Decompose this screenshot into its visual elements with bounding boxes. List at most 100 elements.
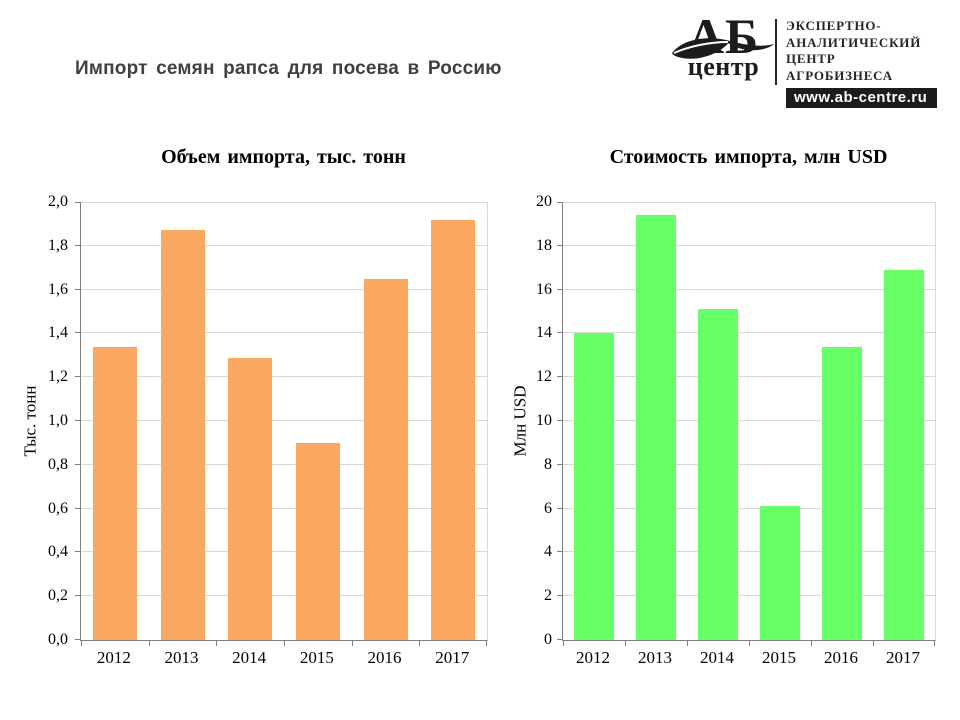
x-axis-labels: 2012 2013 2014 2015 2016 2017 [562,648,934,668]
y-tick-mark [557,288,563,290]
bar [759,506,801,640]
y-tick-label: 0,6 [48,499,68,517]
y-tick-mark [557,639,563,640]
gridline [81,507,487,509]
y-tick-mark [75,551,81,553]
y-tick-mark [557,244,563,246]
bar [635,215,677,640]
org-line: ЭКСПЕРТНО- [786,18,882,33]
y-tick-label: 1,8 [48,236,68,254]
x-tick-label: 2016 [824,648,858,667]
gridline [563,595,935,597]
y-tick-label: 12 [536,368,552,386]
bar [821,346,863,640]
bar-slot [216,202,284,640]
x-tick-label: 2012 [576,648,610,667]
gridline [81,288,487,290]
y-tick-label: 2,0 [48,193,68,210]
gridline [81,420,487,421]
y-tick-label: 1,0 [48,412,68,429]
ab-centre-logo: АБ центр ЭКСПЕРТНО- АНАЛИТИЧЕСКИЙ ЦЕНТР … [672,11,938,110]
org-line: АНАЛИТИЧЕСКИЙ [786,34,922,50]
leaf-icon [672,38,774,59]
gridline [81,376,487,378]
bar [883,269,925,640]
x-tick-label: 2014 [232,648,267,667]
y-tick-label: 0,8 [48,455,68,473]
website-text: www.ab-centre.ru [786,88,938,108]
y-tick-label: 6 [544,499,552,517]
y-axis-ticks: 0,0 0,2 0,4 0,6 0,8 1,0 1,2 1,4 1,6 1,8 2,0 [20,194,68,648]
y-tick-mark [75,639,81,640]
x-tick-mark [686,640,688,646]
y-tick-label: 0,2 [48,587,68,605]
bar [160,230,205,640]
y-tick-label: 2 [544,587,552,605]
bar-slot [749,202,811,640]
y-tick-mark [557,332,563,334]
x-axis-labels: 2012 2013 2014 2015 2016 2017 [80,648,486,668]
y-tick-mark [75,507,81,509]
gridline [563,202,935,203]
gridline [81,202,487,203]
x-tick-label: 2014 [700,648,734,667]
bar-slot [352,202,420,640]
y-tick-mark [557,376,563,378]
y-tick-label: 14 [536,324,552,342]
y-tick-mark [75,288,81,290]
y-tick-mark [75,595,81,597]
gridline [563,376,935,378]
x-tick-label: 2012 [96,648,131,667]
y-tick-mark [75,376,81,378]
x-tick-label: 2017 [886,648,920,667]
gridline [81,332,487,334]
gridline [81,463,487,465]
gridline [563,551,935,553]
bar-slot [149,202,217,640]
y-axis-ticks: 0 2 4 6 8 10 12 14 16 18 20 [500,194,552,648]
logo-text-block: ЭКСПЕРТНО- АНАЛИТИЧЕСКИЙ ЦЕНТР АГРОБИЗНЕ… [777,13,938,110]
bar [92,346,137,640]
x-tick-mark [216,640,218,646]
x-tick-mark [284,640,285,646]
x-tick-label: 2013 [638,648,672,667]
y-tick-label: 4 [544,543,552,561]
y-tick-label: 10 [536,412,552,429]
x-tick-mark [873,640,874,646]
x-tick-mark [81,640,82,646]
gridline [563,420,935,421]
y-tick-mark [557,202,563,203]
y-tick-mark [75,420,81,421]
gridline [81,244,487,246]
bar-slot [687,202,749,640]
y-tick-label: 0 [544,631,552,648]
x-tick-mark [148,640,150,646]
chart-title: Стоимость импорта, млн USD [609,146,888,168]
y-tick-label: 16 [536,280,552,298]
x-tick-mark [419,640,421,646]
y-tick-label: 0,4 [48,543,68,561]
y-tick-label: 1,6 [48,280,68,298]
gridline [563,244,935,246]
x-tick-label: 2017 [435,648,470,667]
y-tick-mark [557,507,563,509]
x-tick-label: 2015 [299,648,334,667]
org-line: АГРОБИЗНЕСА [786,67,893,83]
y-tick-mark [75,463,81,465]
y-tick-label: 1,4 [48,324,68,342]
gridline [81,595,487,597]
bar [697,309,739,640]
gridline [563,463,935,465]
x-tick-mark [563,640,564,646]
gridline [563,507,935,509]
chart-title: Объем импорта, тыс. тонн [161,146,406,168]
plot-area [557,202,936,646]
bar-slot [873,202,935,640]
y-tick-mark [557,463,563,465]
y-tick-mark [75,202,81,203]
bar-slot [563,202,625,640]
bar [228,357,273,640]
gridline [563,332,935,334]
y-tick-mark [557,551,563,553]
